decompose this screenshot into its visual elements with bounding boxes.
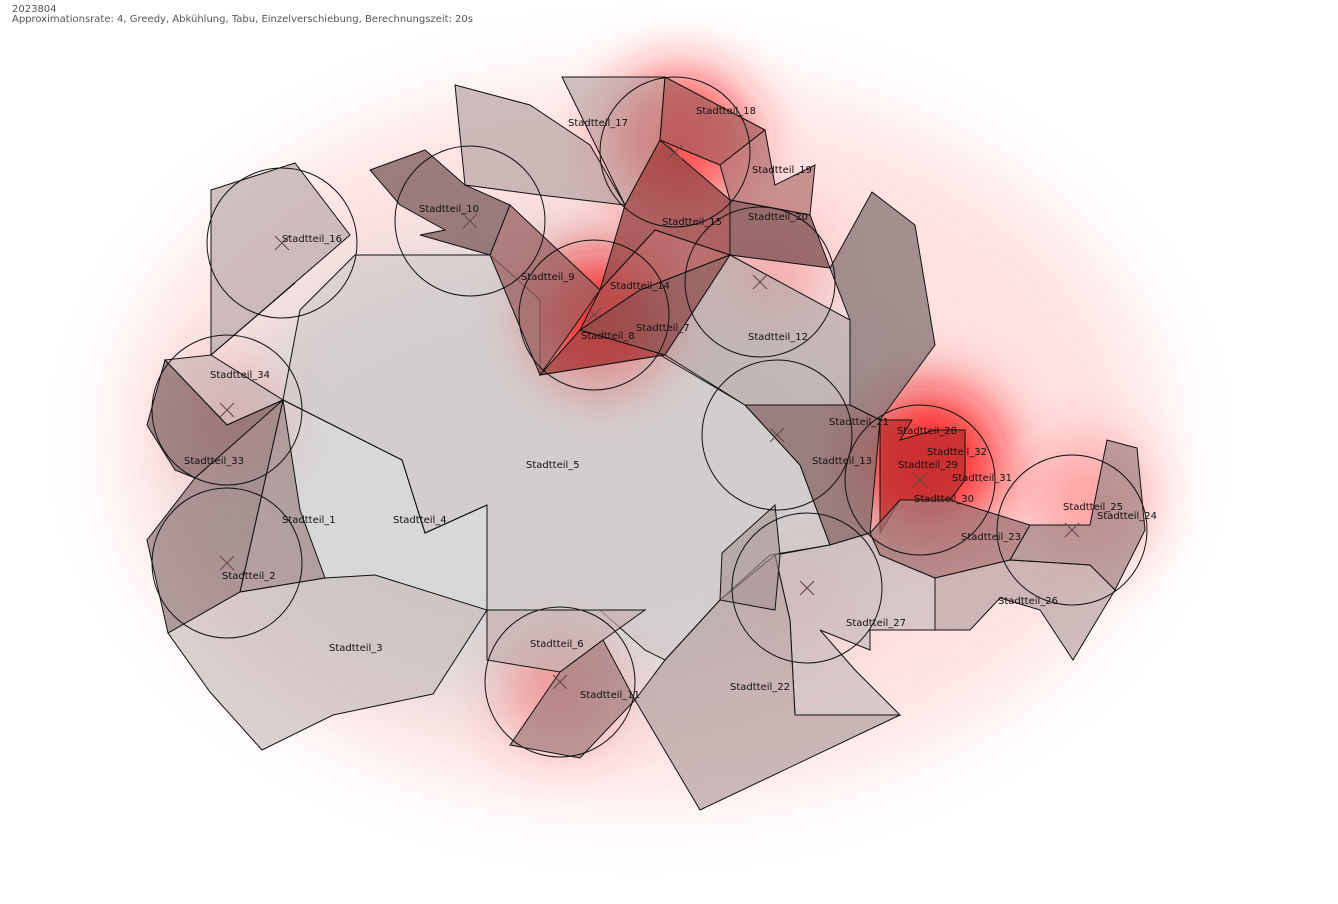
label-stadtteil-34: Stadtteil_34 [210, 370, 270, 381]
label-stadtteil-27: Stadtteil_27 [846, 618, 906, 629]
label-stadtteil-5: Stadtteil_5 [526, 460, 580, 471]
label-stadtteil-15: Stadtteil_15 [662, 217, 722, 228]
parameters-text: Approximationsrate: 4, Greedy, Abkühlung… [12, 14, 473, 25]
district-circle-12 [684, 206, 836, 358]
cross-marker [667, 144, 683, 160]
district-circle-25 [996, 454, 1148, 606]
label-stadtteil-4: Stadtteil_4 [393, 515, 447, 526]
district-polygon-21 [829, 191, 936, 421]
label-stadtteil-2: Stadtteil_2 [222, 571, 276, 582]
cross-marker [274, 235, 290, 251]
center-markers [219, 144, 1080, 690]
district-circle-13 [701, 359, 853, 511]
map-id-text: 2023804 [12, 4, 57, 15]
label-stadtteil-7: Stadtteil_7 [636, 323, 690, 334]
district-polygons [146, 76, 1146, 811]
district-polygon-16 [210, 162, 351, 357]
cross-marker [462, 213, 478, 229]
district-polygon-11 [509, 639, 636, 759]
label-stadtteil-32: Stadtteil_32 [927, 447, 987, 458]
cross-marker [769, 427, 785, 443]
label-stadtteil-8: Stadtteil_8 [581, 331, 635, 342]
label-stadtteil-16: Stadtteil_16 [282, 234, 342, 245]
label-stadtteil-18: Stadtteil_18 [696, 106, 756, 117]
cross-marker [912, 472, 928, 488]
label-stadtteil-20: Stadtteil_20 [748, 212, 808, 223]
district-circle-29 [844, 404, 996, 556]
label-stadtteil-26: Stadtteil_26 [998, 596, 1058, 607]
label-stadtteil-19: Stadtteil_19 [752, 165, 812, 176]
label-stadtteil-29: Stadtteil_29 [898, 460, 958, 471]
label-stadtteil-25: Stadtteil_25 [1063, 502, 1123, 513]
cross-marker [219, 402, 235, 418]
label-stadtteil-9: Stadtteil_9 [521, 272, 575, 283]
label-stadtteil-17: Stadtteil_17 [568, 118, 628, 129]
label-stadtteil-28: Stadtteil_28 [897, 426, 957, 437]
label-stadtteil-6: Stadtteil_6 [530, 639, 584, 650]
cross-marker [752, 274, 768, 290]
district-line-16-34 [210, 282, 296, 356]
label-stadtteil-24: Stadtteil_24 [1097, 511, 1157, 522]
label-stadtteil-12: Stadtteil_12 [748, 332, 808, 343]
district-polygon-3 [167, 574, 488, 751]
label-stadtteil-14: Stadtteil_14 [610, 281, 670, 292]
cross-marker [1064, 522, 1080, 538]
district-circle-17 [599, 76, 751, 228]
label-stadtteil-13: Stadtteil_13 [812, 456, 872, 467]
label-stadtteil-30: Stadtteil_30 [914, 494, 974, 505]
label-stadtteil-33: Stadtteil_33 [184, 456, 244, 467]
label-stadtteil-22: Stadtteil_22 [730, 682, 790, 693]
district-circle-2 [151, 487, 303, 639]
district-labels: Stadtteil_1 Stadtteil_2 Stadtteil_3 Stad… [184, 106, 1157, 701]
label-stadtteil-21: Stadtteil_21 [829, 417, 889, 428]
district-circle-34 [151, 334, 303, 486]
label-stadtteil-11: Stadtteil_11 [580, 690, 640, 701]
label-stadtteil-10: Stadtteil_10 [419, 204, 479, 215]
cross-marker [586, 307, 602, 323]
district-circle-16 [206, 167, 358, 319]
label-stadtteil-1: Stadtteil_1 [282, 515, 336, 526]
label-stadtteil-31: Stadtteil_31 [952, 473, 1012, 484]
district-circle-8 [518, 239, 670, 391]
cross-marker [219, 555, 235, 571]
cross-marker [552, 674, 568, 690]
district-circle-6 [484, 606, 636, 758]
cross-marker [799, 580, 815, 596]
radius-circles [151, 76, 1148, 758]
label-stadtteil-3: Stadtteil_3 [329, 643, 383, 654]
district-polygon-22b [719, 503, 781, 611]
label-stadtteil-23: Stadtteil_23 [961, 532, 1021, 543]
district-circle-10 [394, 145, 546, 297]
district-circle-27 [731, 512, 883, 664]
district-line-4 [282, 399, 488, 534]
